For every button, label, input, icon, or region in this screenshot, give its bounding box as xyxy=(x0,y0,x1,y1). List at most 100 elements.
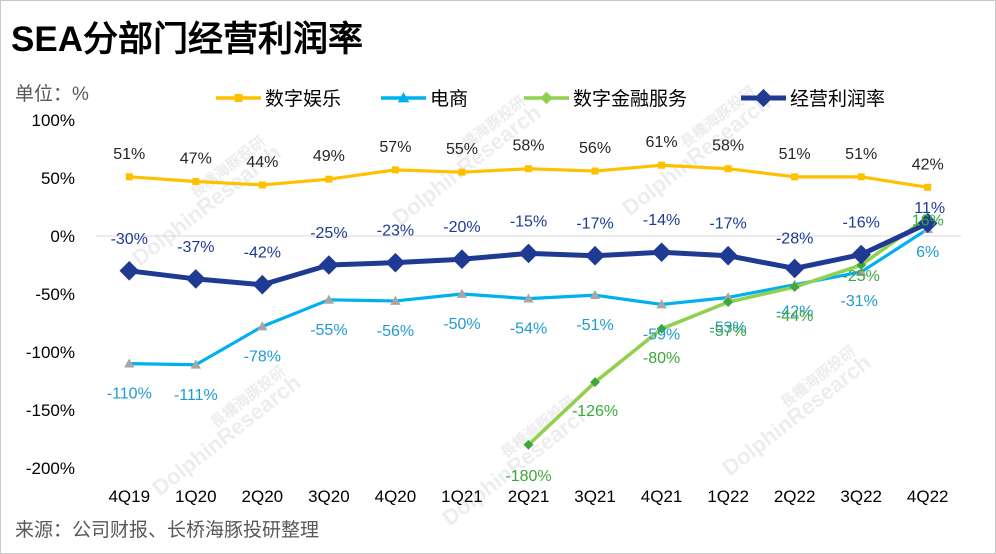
data-point xyxy=(656,323,667,334)
data-label: 51% xyxy=(113,146,145,163)
legend-label: 数字金融服务 xyxy=(573,88,687,110)
data-label: 58% xyxy=(712,138,744,155)
y-tick-label: 50% xyxy=(41,169,75,188)
data-point xyxy=(234,94,243,102)
data-point xyxy=(523,293,534,303)
data-label: -53% xyxy=(709,319,746,336)
data-label: -15% xyxy=(510,213,547,230)
series-layer xyxy=(119,161,938,450)
data-point xyxy=(323,294,335,304)
data-label: -37% xyxy=(177,239,214,256)
data-label: -180% xyxy=(505,468,551,485)
data-label: 56% xyxy=(579,140,611,157)
data-point xyxy=(789,282,800,292)
data-label: -17% xyxy=(576,216,613,233)
data-label: 16% xyxy=(912,212,944,229)
data-label: -42% xyxy=(776,304,813,321)
data-point xyxy=(458,168,466,176)
x-tick-label: 2Q22 xyxy=(774,487,816,506)
data-point xyxy=(722,292,734,302)
data-label: -20% xyxy=(443,219,480,236)
data-label: -14% xyxy=(643,212,680,229)
data-label: -31% xyxy=(841,293,878,310)
legend-label: 数字娱乐 xyxy=(265,88,341,110)
data-point xyxy=(590,377,600,388)
data-point xyxy=(591,167,599,175)
data-label: 47% xyxy=(180,150,212,167)
y-tick-label: -200% xyxy=(26,459,75,478)
x-tick-label: 4Q21 xyxy=(641,487,683,506)
data-label: -80% xyxy=(643,350,680,367)
data-label: 11% xyxy=(914,200,945,217)
data-point xyxy=(258,181,266,189)
chart-title: SEA分部门经营利润率 xyxy=(11,20,363,59)
data-label: 44% xyxy=(246,154,278,171)
watermark-text: DolphinResearch xyxy=(387,100,545,231)
data-label: -50% xyxy=(443,316,480,333)
data-point xyxy=(855,266,867,276)
data-point xyxy=(523,439,534,450)
y-tick-label: 0% xyxy=(50,227,75,246)
data-label: -23% xyxy=(377,223,414,240)
x-tick-label: 3Q20 xyxy=(308,487,350,506)
data-labels-layer: 51% 47% 44% 49% 57% 55% 58% 56% 61% 58% 51% 51% 42% -… xyxy=(107,134,945,485)
data-point xyxy=(651,242,672,263)
data-label: 61% xyxy=(646,134,678,151)
data-label: 51% xyxy=(779,146,811,163)
x-tick-label: 4Q19 xyxy=(108,487,150,506)
y-tick-label: 100% xyxy=(32,111,75,130)
data-point xyxy=(723,297,734,308)
y-tick-label: -100% xyxy=(26,343,75,362)
data-label: 55% xyxy=(446,141,478,158)
data-point xyxy=(851,244,871,265)
data-point xyxy=(656,299,667,309)
data-label: -57% xyxy=(709,323,746,340)
data-label: -51% xyxy=(576,317,613,334)
legend-label: 电商 xyxy=(430,88,468,110)
data-label: -25% xyxy=(310,225,347,242)
x-tick-label: 2Q20 xyxy=(242,487,284,506)
data-label: -30% xyxy=(111,231,148,248)
data-label: -28% xyxy=(776,230,813,247)
data-label: 51% xyxy=(845,146,877,163)
unit-label: 单位：% xyxy=(15,84,89,105)
data-label: -25% xyxy=(843,268,880,285)
data-label: -126% xyxy=(572,403,618,420)
data-point xyxy=(252,274,273,295)
data-point xyxy=(518,243,539,264)
data-point xyxy=(124,358,135,368)
x-tick-label: 3Q22 xyxy=(840,487,882,506)
data-point xyxy=(857,173,865,181)
x-tick-label: 4Q20 xyxy=(375,487,417,506)
x-tick-label: 1Q20 xyxy=(175,487,217,506)
data-label: -42% xyxy=(244,245,281,262)
y-tick-label: -150% xyxy=(26,401,75,420)
data-point xyxy=(192,177,200,185)
data-label: -16% xyxy=(843,215,880,232)
y-tick-label: -50% xyxy=(35,285,75,304)
data-point xyxy=(791,173,799,181)
data-point xyxy=(390,295,401,305)
data-point xyxy=(385,252,406,273)
data-point xyxy=(257,321,268,331)
data-point xyxy=(540,91,553,105)
data-point xyxy=(525,165,532,173)
data-point xyxy=(397,92,410,103)
legend: 数字娱乐 电商 数字金融服务 经营利润率 xyxy=(216,88,885,110)
data-point xyxy=(585,245,605,266)
data-label: 58% xyxy=(512,138,544,155)
data-point xyxy=(391,166,399,174)
x-tick-label: 4Q22 xyxy=(907,487,949,506)
data-label: -56% xyxy=(377,323,414,340)
x-tick-label: 3Q21 xyxy=(574,487,616,506)
data-label: -17% xyxy=(709,216,746,233)
data-point xyxy=(186,269,206,289)
data-label: -54% xyxy=(510,321,547,338)
data-label: -78% xyxy=(244,348,281,365)
data-point xyxy=(724,165,732,173)
data-point xyxy=(924,183,932,191)
data-point xyxy=(125,173,133,181)
data-label: 49% xyxy=(313,148,345,165)
